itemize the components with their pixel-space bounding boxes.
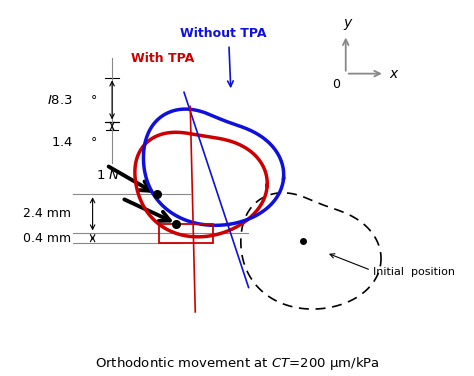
Text: $1.4$: $1.4$	[51, 136, 73, 149]
Text: °: °	[91, 136, 97, 149]
Text: 0.4 mm: 0.4 mm	[23, 232, 71, 245]
Text: 2.4 mm: 2.4 mm	[23, 207, 71, 220]
Text: y: y	[344, 16, 352, 30]
Bar	[159, 224, 213, 243]
Text: Without TPA: Without TPA	[180, 27, 266, 39]
Text: Initial  position: Initial position	[373, 267, 455, 277]
Text: 0: 0	[332, 78, 340, 91]
Text: x: x	[389, 67, 398, 80]
Text: With TPA: With TPA	[131, 52, 194, 65]
Text: °: °	[91, 94, 97, 107]
Text: Orthodontic movement at $CT$=200 μm/kPa: Orthodontic movement at $CT$=200 μm/kPa	[95, 355, 379, 372]
Text: $1$ $N$: $1$ $N$	[96, 169, 120, 182]
Text: $I8.3$: $I8.3$	[47, 94, 73, 107]
